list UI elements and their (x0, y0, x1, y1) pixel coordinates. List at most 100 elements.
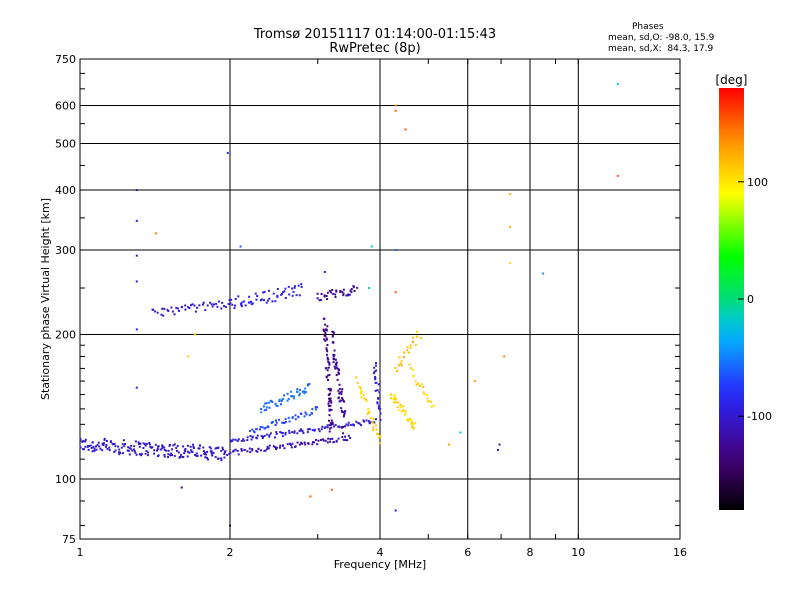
data-point (177, 309, 180, 312)
data-point (342, 294, 345, 297)
data-point (156, 449, 159, 452)
data-point (263, 290, 266, 293)
data-point (268, 435, 271, 438)
data-point (327, 387, 330, 390)
data-point (275, 421, 278, 424)
data-point (378, 391, 381, 394)
data-point (209, 447, 212, 450)
y-tick-label: 75 (62, 533, 76, 546)
data-point (298, 394, 301, 397)
data-point (265, 408, 268, 411)
data-point (176, 307, 179, 310)
data-point (262, 405, 265, 408)
data-point (313, 441, 316, 444)
data-point (370, 245, 373, 248)
data-point (323, 338, 326, 341)
data-point (84, 440, 87, 443)
data-point (300, 429, 303, 432)
data-point (176, 444, 179, 447)
data-point (330, 419, 333, 422)
data-point (394, 394, 397, 397)
data-point (240, 449, 243, 452)
data-point (283, 290, 286, 293)
data-point (375, 369, 378, 372)
x-tick-label: 1 (77, 546, 84, 559)
data-point (82, 440, 85, 443)
data-point (402, 409, 405, 412)
data-point (147, 451, 150, 454)
data-point (304, 411, 307, 414)
data-point (118, 453, 121, 456)
data-point (281, 432, 284, 435)
data-point (173, 313, 176, 316)
data-point (349, 289, 352, 292)
data-point (256, 450, 259, 453)
data-point (118, 448, 121, 451)
data-point (329, 397, 332, 400)
data-point (145, 449, 148, 452)
data-point (83, 448, 86, 451)
data-point (298, 294, 301, 297)
data-point (406, 419, 409, 422)
data-point (165, 449, 168, 452)
data-point (377, 407, 380, 410)
data-point (410, 367, 413, 370)
data-point (313, 429, 316, 432)
data-point (276, 446, 279, 449)
data-point (323, 270, 326, 273)
data-point (79, 446, 82, 449)
data-point (113, 451, 116, 454)
data-point (331, 423, 334, 426)
data-point (295, 294, 298, 297)
data-point (182, 445, 185, 448)
data-point (363, 420, 366, 423)
data-point (336, 367, 339, 370)
data-point (180, 453, 183, 456)
data-point (342, 415, 345, 418)
data-point (326, 291, 329, 294)
data-point (344, 410, 347, 413)
data-point (301, 390, 304, 393)
data-point (283, 421, 286, 424)
data-point (266, 445, 269, 448)
data-point (255, 428, 258, 431)
data-point (279, 431, 282, 434)
data-point (273, 436, 276, 439)
data-point (284, 418, 287, 421)
data-point (181, 455, 184, 458)
data-point (268, 406, 271, 409)
data-point (86, 445, 89, 448)
data-point (94, 445, 97, 448)
data-point (332, 331, 335, 334)
data-point (121, 443, 124, 446)
data-point (135, 280, 138, 283)
data-point (103, 437, 106, 440)
data-point (616, 83, 619, 86)
data-point (106, 447, 109, 450)
data-point (101, 442, 104, 445)
data-point (409, 344, 412, 347)
data-point (473, 380, 476, 383)
data-point (284, 420, 287, 423)
data-point (278, 446, 281, 449)
data-point (329, 388, 332, 391)
data-point (400, 406, 403, 409)
data-point (326, 325, 329, 328)
data-point (281, 291, 284, 294)
data-point (326, 356, 329, 359)
data-point (215, 302, 218, 305)
data-point (326, 424, 329, 427)
data-point (104, 445, 107, 448)
data-point (228, 299, 231, 302)
data-point (281, 435, 284, 438)
data-point (616, 174, 619, 177)
data-point (338, 383, 341, 386)
data-point (183, 449, 186, 452)
x-tick-label: 6 (464, 546, 471, 559)
data-point (509, 261, 512, 264)
data-point (259, 425, 262, 428)
data-point (138, 453, 141, 456)
data-point (374, 418, 377, 421)
data-point (281, 399, 284, 402)
data-point (324, 332, 327, 335)
